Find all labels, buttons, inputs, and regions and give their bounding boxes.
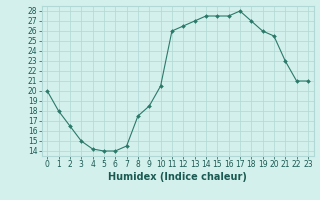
X-axis label: Humidex (Indice chaleur): Humidex (Indice chaleur): [108, 172, 247, 182]
